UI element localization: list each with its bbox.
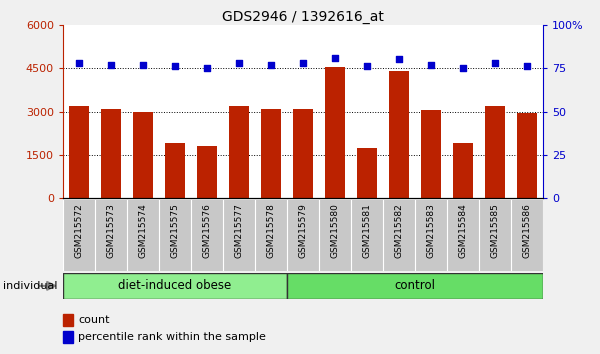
Point bbox=[170, 64, 180, 69]
Text: GSM215586: GSM215586 bbox=[523, 204, 532, 258]
Text: count: count bbox=[79, 315, 110, 325]
Point bbox=[202, 65, 212, 71]
Text: GSM215583: GSM215583 bbox=[427, 204, 436, 258]
Text: GSM215576: GSM215576 bbox=[203, 204, 212, 258]
Point bbox=[106, 62, 116, 68]
Text: control: control bbox=[395, 279, 436, 292]
Bar bbox=[389, 71, 409, 198]
Bar bbox=[63, 331, 73, 343]
Bar bbox=[325, 67, 344, 198]
Text: GSM215573: GSM215573 bbox=[107, 204, 115, 258]
Text: GSM215582: GSM215582 bbox=[395, 204, 404, 258]
Text: percentile rank within the sample: percentile rank within the sample bbox=[79, 332, 266, 342]
Bar bbox=[197, 146, 217, 198]
Bar bbox=[63, 314, 73, 326]
Bar bbox=[229, 106, 248, 198]
Point bbox=[522, 64, 532, 69]
Text: GSM215577: GSM215577 bbox=[235, 204, 244, 258]
Bar bbox=[166, 143, 185, 198]
Bar bbox=[287, 273, 543, 299]
Bar bbox=[293, 109, 313, 198]
Bar bbox=[70, 106, 89, 198]
Point bbox=[426, 62, 436, 68]
Point bbox=[266, 62, 276, 68]
Text: GSM215572: GSM215572 bbox=[74, 204, 83, 258]
Text: GSM215574: GSM215574 bbox=[139, 204, 148, 258]
Bar bbox=[63, 273, 287, 299]
Bar bbox=[262, 109, 281, 198]
Text: diet-induced obese: diet-induced obese bbox=[118, 279, 232, 292]
Text: GSM215575: GSM215575 bbox=[170, 204, 179, 258]
Text: GSM215579: GSM215579 bbox=[299, 204, 308, 258]
Bar bbox=[101, 109, 121, 198]
Text: GSM215580: GSM215580 bbox=[331, 204, 340, 258]
Bar bbox=[133, 112, 152, 198]
Point bbox=[74, 60, 84, 66]
Text: GSM215585: GSM215585 bbox=[491, 204, 499, 258]
Text: GSM215584: GSM215584 bbox=[458, 204, 467, 258]
Bar bbox=[485, 106, 505, 198]
Point bbox=[330, 55, 340, 61]
Text: individual: individual bbox=[3, 281, 58, 291]
Point bbox=[234, 60, 244, 66]
Point bbox=[138, 62, 148, 68]
Bar bbox=[454, 143, 473, 198]
Point bbox=[362, 64, 372, 69]
Text: GSM215581: GSM215581 bbox=[362, 204, 371, 258]
Bar bbox=[358, 148, 377, 198]
Point bbox=[298, 60, 308, 66]
Text: GSM215578: GSM215578 bbox=[266, 204, 275, 258]
Point bbox=[394, 57, 404, 62]
Bar bbox=[421, 110, 440, 198]
Title: GDS2946 / 1392616_at: GDS2946 / 1392616_at bbox=[222, 10, 384, 24]
Point bbox=[490, 60, 500, 66]
Point bbox=[458, 65, 468, 71]
Bar bbox=[517, 113, 536, 198]
